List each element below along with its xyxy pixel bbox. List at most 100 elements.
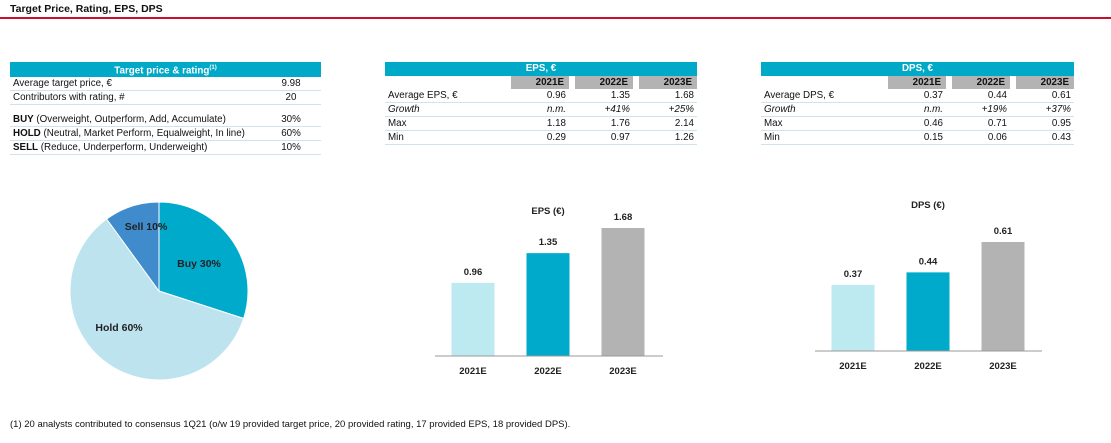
dps-cell: 0.71 — [952, 116, 1010, 131]
eps-row-label: Min — [385, 130, 511, 145]
dps-cell: 0.95 — [1016, 116, 1074, 131]
target-row-contributors: Contributors with rating, # 20 — [10, 90, 321, 106]
dps-row-label: Average DPS, € — [761, 89, 888, 103]
bar — [981, 242, 1025, 351]
target-row-label: Average target price, € — [13, 78, 112, 90]
bar-data-label: 1.68 — [614, 212, 633, 223]
target-row-bold-label: BUY — [13, 113, 34, 125]
pie-slice — [158, 201, 249, 320]
pie-slice — [69, 218, 245, 381]
bar-data-label: 0.61 — [994, 226, 1013, 237]
bar-data-label: 0.37 — [844, 269, 863, 280]
target-row-avg-price: Average target price, € 9.98 — [10, 77, 321, 92]
target-row-label: (Reduce, Underperform, Underweight) — [38, 141, 208, 153]
target-row-value: 10% — [261, 140, 321, 155]
eps-row-label: Max — [385, 116, 511, 131]
dps-cell: 0.15 — [888, 130, 946, 145]
dps-row-growth: Growth n.m. +19% +37% — [761, 102, 1074, 117]
bar — [451, 282, 495, 356]
target-table-header: Target price & rating(1) — [10, 62, 321, 78]
dps-cell: 0.44 — [952, 89, 1010, 103]
target-row-value: 9.98 — [261, 77, 321, 92]
target-row-bold-label: HOLD — [13, 127, 41, 139]
eps-cell: +41% — [575, 102, 633, 117]
target-row-label: (Overweight, Outperform, Add, Accumulate… — [33, 113, 226, 125]
pie-label: Hold 60% — [95, 322, 143, 334]
eps-cell: 1.26 — [639, 130, 697, 145]
target-row-label: Contributors with rating, # — [13, 92, 125, 104]
bar-chart-title: DPS (€) — [911, 200, 945, 211]
eps-cell: 1.18 — [511, 116, 569, 131]
x-tick-label: 2022E — [914, 361, 941, 372]
target-table-header-note: (1) — [209, 65, 217, 71]
dps-year: 2023E — [1016, 75, 1074, 89]
dps-row-max: Max 0.46 0.71 0.95 — [761, 116, 1074, 131]
pie-label: Buy 30% — [177, 258, 221, 270]
pie-slice — [105, 201, 160, 293]
footnote: (1) 20 analysts contributed to consensus… — [10, 419, 571, 430]
x-tick-label: 2021E — [459, 366, 486, 377]
target-row-buy: BUY (Overweight, Outperform, Add, Accumu… — [10, 112, 321, 127]
x-tick-label: 2023E — [989, 361, 1016, 372]
bar — [601, 228, 645, 356]
eps-cell: 2.14 — [639, 116, 697, 131]
bar-data-label: 0.44 — [919, 256, 938, 267]
dps-cell: +19% — [952, 102, 1010, 117]
target-price-table: Target price & rating(1) Average target … — [10, 62, 321, 155]
pie-label: Sell 10% — [125, 221, 168, 233]
bar — [906, 272, 950, 351]
x-tick-label: 2021E — [839, 361, 866, 372]
dps-table-header: DPS, € — [761, 62, 1074, 76]
eps-row-label: Growth — [385, 102, 511, 117]
target-row-sell: SELL (Reduce, Underperform, Underweight)… — [10, 140, 321, 155]
dps-cell: +37% — [1016, 102, 1074, 117]
dps-row-label: Growth — [761, 102, 888, 117]
eps-cell: 1.35 — [575, 89, 633, 103]
page-title: Target Price, Rating, EPS, DPS — [10, 3, 163, 15]
target-row-value: 60% — [261, 126, 321, 141]
dps-cell: 0.46 — [888, 116, 946, 131]
x-tick-label: 2023E — [609, 366, 636, 377]
eps-cell: n.m. — [511, 102, 569, 117]
bar-chart-title: EPS (€) — [531, 206, 564, 217]
dps-year: 2021E — [888, 75, 946, 89]
dps-row-min: Min 0.15 0.06 0.43 — [761, 130, 1074, 145]
bar-data-label: 0.96 — [464, 267, 483, 278]
eps-cell: 1.76 — [575, 116, 633, 131]
eps-row-min: Min 0.29 0.97 1.26 — [385, 130, 697, 145]
dps-cell: 0.37 — [888, 89, 946, 103]
target-row-value: 20 — [261, 90, 321, 106]
target-row-label: (Neutral, Market Perform, Equalweight, I… — [40, 127, 245, 139]
eps-cell: 0.97 — [575, 130, 633, 145]
eps-cell: +25% — [639, 102, 697, 117]
target-row-value: 30% — [261, 112, 321, 127]
eps-row-max: Max 1.18 1.76 2.14 — [385, 116, 697, 131]
bar — [831, 284, 875, 351]
dps-year-row: 2021E 2022E 2023E — [761, 75, 1074, 89]
eps-table: EPS, € 2021E 2022E 2023E Average EPS, € … — [385, 62, 697, 145]
dps-cell: n.m. — [888, 102, 946, 117]
eps-row-label: Average EPS, € — [385, 89, 511, 103]
eps-year: 2022E — [575, 75, 633, 89]
eps-year: 2021E — [511, 75, 569, 89]
bar-data-label: 1.35 — [539, 237, 558, 248]
dps-cell: 0.06 — [952, 130, 1010, 145]
eps-cell: 1.68 — [639, 89, 697, 103]
eps-table-header: EPS, € — [385, 62, 697, 76]
title-rule — [0, 17, 1111, 19]
eps-row-average: Average EPS, € 0.96 1.35 1.68 — [385, 89, 697, 103]
dps-table: DPS, € 2021E 2022E 2023E Average DPS, € … — [761, 62, 1074, 145]
eps-cell: 0.29 — [511, 130, 569, 145]
eps-row-growth: Growth n.m. +41% +25% — [385, 102, 697, 117]
eps-cell: 0.96 — [511, 89, 569, 103]
eps-year: 2023E — [639, 75, 697, 89]
bar — [526, 253, 570, 356]
eps-year-row: 2021E 2022E 2023E — [385, 75, 697, 89]
target-row-hold: HOLD (Neutral, Market Perform, Equalweig… — [10, 126, 321, 141]
dps-row-label: Min — [761, 130, 888, 145]
dps-year: 2022E — [952, 75, 1010, 89]
x-tick-label: 2022E — [534, 366, 561, 377]
dps-cell: 0.43 — [1016, 130, 1074, 145]
dps-row-label: Max — [761, 116, 888, 131]
